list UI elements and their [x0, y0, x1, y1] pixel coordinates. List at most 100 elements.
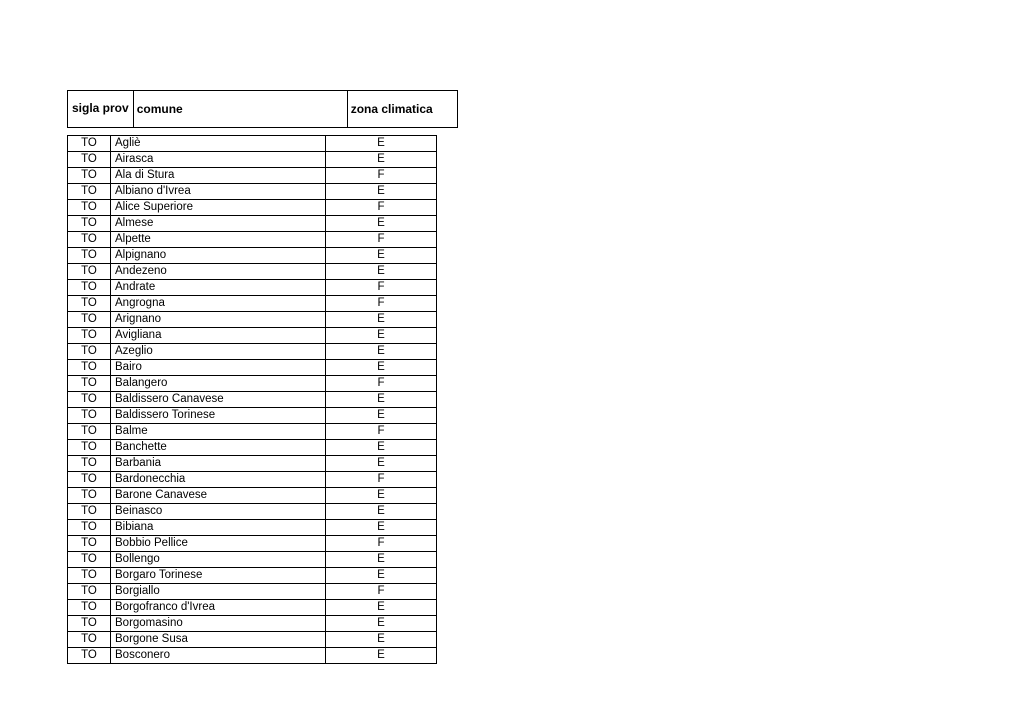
table-row: TOBanchetteE: [68, 440, 437, 456]
cell-prov: TO: [68, 296, 111, 312]
cell-prov: TO: [68, 440, 111, 456]
cell-prov: TO: [68, 328, 111, 344]
cell-zona: E: [326, 312, 437, 328]
cell-zona: E: [326, 152, 437, 168]
cell-prov: TO: [68, 376, 111, 392]
page: sigla prov comune zona climatica TOAgliè…: [0, 0, 1020, 721]
cell-comune: Andrate: [111, 280, 326, 296]
col-header-zona: zona climatica: [347, 91, 457, 128]
table-row: TOBorgialloF: [68, 584, 437, 600]
cell-prov: TO: [68, 136, 111, 152]
cell-zona: F: [326, 280, 437, 296]
cell-prov: TO: [68, 504, 111, 520]
cell-comune: Borgofranco d'Ivrea: [111, 600, 326, 616]
cell-comune: Baldissero Torinese: [111, 408, 326, 424]
cell-zona: F: [326, 200, 437, 216]
cell-zona: F: [326, 472, 437, 488]
table-row: TOAviglianaE: [68, 328, 437, 344]
table-row: TOBaldissero CanaveseE: [68, 392, 437, 408]
table-row: TOBollengoE: [68, 552, 437, 568]
cell-comune: Agliè: [111, 136, 326, 152]
cell-zona: F: [326, 232, 437, 248]
cell-zona: F: [326, 376, 437, 392]
cell-comune: Baldissero Canavese: [111, 392, 326, 408]
cell-prov: TO: [68, 264, 111, 280]
cell-prov: TO: [68, 200, 111, 216]
table-row: TOBarone CanaveseE: [68, 488, 437, 504]
cell-comune: Angrogna: [111, 296, 326, 312]
cell-zona: E: [326, 440, 437, 456]
cell-zona: E: [326, 184, 437, 200]
cell-zona: F: [326, 296, 437, 312]
table-header: sigla prov comune zona climatica: [67, 90, 458, 128]
cell-comune: Banchette: [111, 440, 326, 456]
cell-comune: Almese: [111, 216, 326, 232]
cell-zona: E: [326, 632, 437, 648]
table-row: TOBorgomasinoE: [68, 616, 437, 632]
table-row: TOAngrognaF: [68, 296, 437, 312]
cell-zona: E: [326, 392, 437, 408]
table-row: TOAirascaE: [68, 152, 437, 168]
cell-comune: Barone Canavese: [111, 488, 326, 504]
cell-prov: TO: [68, 488, 111, 504]
cell-prov: TO: [68, 344, 111, 360]
table-row: TOBalangeroF: [68, 376, 437, 392]
cell-comune: Airasca: [111, 152, 326, 168]
table-row: TOBarbaniaE: [68, 456, 437, 472]
cell-prov: TO: [68, 280, 111, 296]
cell-zona: E: [326, 520, 437, 536]
cell-zona: E: [326, 456, 437, 472]
cell-zona: F: [326, 424, 437, 440]
table-header-row: sigla prov comune zona climatica: [68, 91, 458, 128]
cell-prov: TO: [68, 184, 111, 200]
table-row: TOAzeglioE: [68, 344, 437, 360]
cell-comune: Bardonecchia: [111, 472, 326, 488]
table-row: TOBairoE: [68, 360, 437, 376]
cell-zona: F: [326, 536, 437, 552]
table-row: TOBorgone SusaE: [68, 632, 437, 648]
cell-prov: TO: [68, 584, 111, 600]
cell-comune: Barbania: [111, 456, 326, 472]
cell-comune: Albiano d'Ivrea: [111, 184, 326, 200]
cell-comune: Borgone Susa: [111, 632, 326, 648]
cell-zona: E: [326, 136, 437, 152]
cell-zona: E: [326, 264, 437, 280]
cell-comune: Alice Superiore: [111, 200, 326, 216]
table-row: TOArignanoE: [68, 312, 437, 328]
cell-comune: Bobbio Pellice: [111, 536, 326, 552]
cell-zona: E: [326, 568, 437, 584]
cell-comune: Borgomasino: [111, 616, 326, 632]
table-row: TOAlpetteF: [68, 232, 437, 248]
table-row: TOBorgaro TorineseE: [68, 568, 437, 584]
col-header-prov: sigla prov: [68, 91, 134, 128]
cell-zona: E: [326, 552, 437, 568]
cell-comune: Borgaro Torinese: [111, 568, 326, 584]
cell-comune: Arignano: [111, 312, 326, 328]
cell-comune: Balangero: [111, 376, 326, 392]
table-row: TOAndrateF: [68, 280, 437, 296]
cell-zona: F: [326, 584, 437, 600]
cell-comune: Bairo: [111, 360, 326, 376]
cell-zona: E: [326, 408, 437, 424]
cell-prov: TO: [68, 424, 111, 440]
cell-prov: TO: [68, 632, 111, 648]
cell-prov: TO: [68, 168, 111, 184]
cell-prov: TO: [68, 648, 111, 664]
cell-comune: Avigliana: [111, 328, 326, 344]
table-body: TOAglièETOAirascaETOAla di SturaFTOAlbia…: [67, 135, 437, 664]
cell-comune: Balme: [111, 424, 326, 440]
cell-zona: E: [326, 328, 437, 344]
cell-comune: Bibiana: [111, 520, 326, 536]
cell-prov: TO: [68, 312, 111, 328]
cell-prov: TO: [68, 248, 111, 264]
table-row: TOBaldissero TorineseE: [68, 408, 437, 424]
cell-prov: TO: [68, 408, 111, 424]
cell-zona: F: [326, 168, 437, 184]
cell-comune: Bosconero: [111, 648, 326, 664]
cell-zona: E: [326, 488, 437, 504]
cell-prov: TO: [68, 472, 111, 488]
cell-comune: Azeglio: [111, 344, 326, 360]
cell-prov: TO: [68, 152, 111, 168]
cell-comune: Alpignano: [111, 248, 326, 264]
cell-comune: Borgiallo: [111, 584, 326, 600]
